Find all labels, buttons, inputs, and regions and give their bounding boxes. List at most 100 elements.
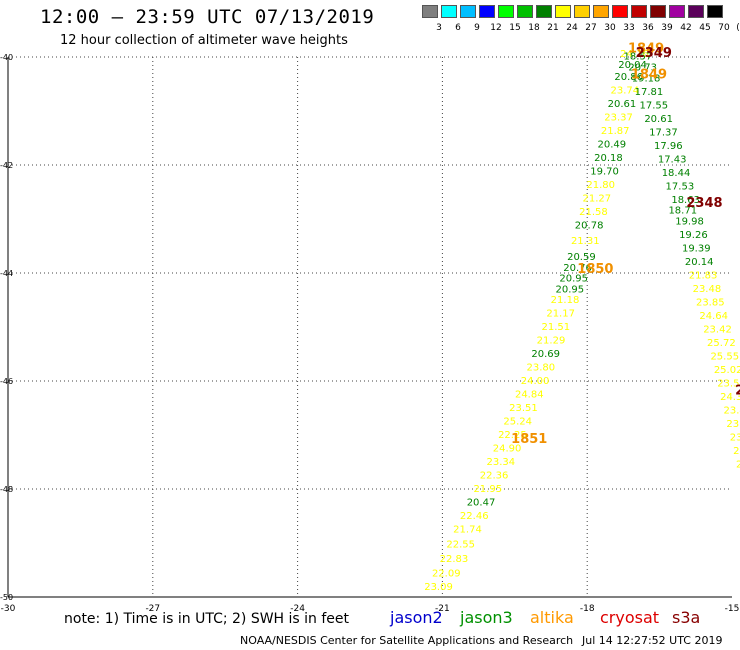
- wave-height-value: 20.78: [575, 221, 604, 232]
- track-time-label: 1849: [631, 68, 667, 83]
- scale-label: 36: [642, 23, 654, 33]
- wave-height-value: 21.17: [546, 309, 575, 320]
- wave-height-value: 24.34: [720, 392, 740, 403]
- lon-tick-label: -24: [290, 604, 305, 614]
- wave-height-value: 19.39: [682, 243, 711, 254]
- wave-height-value: 20.61: [644, 114, 673, 125]
- scale-swatch: [498, 5, 514, 18]
- wave-height-value: 18.71: [668, 206, 697, 217]
- wave-height-value: 20.47: [467, 498, 496, 509]
- scale-label: 24: [566, 23, 578, 33]
- track-time-label: 2348: [686, 196, 722, 211]
- wave-height-value: 23.87: [726, 419, 740, 430]
- wave-height-value: 24.00: [521, 376, 550, 387]
- scale-label: 45: [699, 23, 711, 33]
- map-subtitle: 12 hour collection of altimeter wave hei…: [60, 33, 348, 48]
- wave-height-value: 23.85: [696, 297, 725, 308]
- wave-height-value: 22.46: [460, 511, 489, 522]
- wave-height-value: 21.31: [571, 236, 600, 247]
- wave-height-value: 21.58: [579, 207, 608, 218]
- wave-height-value: 22.36: [480, 471, 509, 482]
- lat-tick-label: -48: [0, 485, 13, 494]
- wave-height-value: 22.09: [432, 568, 461, 579]
- wave-height-value: 23.34: [486, 457, 515, 468]
- scale-label: 70: [718, 23, 730, 33]
- wave-height-value: 25.24: [503, 417, 532, 428]
- wave-height-value: 21.95: [473, 484, 502, 495]
- wave-height-value: 20.95: [556, 284, 585, 295]
- wave-height-value: 25.55: [710, 351, 739, 362]
- wave-height-value: 24.16: [620, 49, 649, 60]
- scale-swatch: [422, 5, 438, 18]
- wave-height-value: 21.80: [586, 180, 615, 191]
- scale-label: 12: [490, 23, 502, 33]
- wave-height-value: 20.95: [559, 274, 588, 285]
- scale-swatch: [517, 5, 533, 18]
- wave-height-value: 21.83: [689, 270, 718, 281]
- wave-height-value: 22.83: [440, 554, 469, 565]
- scale-label: 30: [604, 23, 616, 33]
- lat-tick-label: -46: [0, 377, 13, 386]
- lon-tick-label: -30: [1, 604, 16, 614]
- lat-tick-label: -50: [0, 593, 13, 602]
- scale-swatch: [612, 5, 628, 18]
- wave-height-value: 20.86: [614, 72, 643, 83]
- wave-height-value: 20.14: [685, 257, 714, 268]
- scale-swatch: [631, 5, 647, 18]
- wave-height-value: 20.61: [608, 99, 637, 110]
- wave-height-value: 20.69: [531, 349, 560, 360]
- track-time-label: 2347: [735, 384, 740, 399]
- scale-label: (ft): [736, 23, 740, 33]
- wave-height-value: 23.42: [703, 324, 732, 335]
- track-time-label: 1851: [511, 432, 547, 447]
- scale-swatch: [536, 5, 552, 18]
- scale-swatch: [574, 5, 590, 18]
- scale-label: 9: [474, 23, 480, 33]
- wave-height-value: 17.43: [658, 154, 687, 165]
- wave-height-value: 23.54: [717, 378, 740, 389]
- wave-height-value: 17.55: [639, 100, 668, 111]
- wave-height-value: 23.06: [733, 446, 740, 457]
- scale-swatch: [555, 5, 571, 18]
- wave-height-value: 22.55: [446, 539, 475, 550]
- wave-height-value: 23.09: [424, 582, 453, 593]
- scale-swatch: [460, 5, 476, 18]
- wave-height-value: 23.46: [723, 405, 740, 416]
- footer-note: note: 1) Time is in UTC; 2) SWH is in fe…: [64, 611, 350, 627]
- wave-height-value: 23.37: [604, 113, 633, 124]
- wave-height-value: 18.57: [624, 52, 653, 63]
- satellite-jason2: jason2: [390, 608, 443, 627]
- scale-swatch: [593, 5, 609, 18]
- wave-height-value: 24.64: [699, 311, 728, 322]
- wave-height-value: 21.93: [736, 459, 740, 470]
- track-time-label: 1850: [577, 262, 613, 277]
- wave-height-value: 23.74: [611, 86, 640, 97]
- satellite-jason3: jason3: [460, 608, 513, 627]
- satellite-altika: altika: [530, 608, 574, 627]
- wave-height-value: 17.96: [654, 141, 683, 152]
- wave-height-value: 21.74: [453, 525, 482, 536]
- wave-height-value: 25.02: [714, 365, 740, 376]
- generated-timestamp: Jul 14 12:27:52 UTC 2019: [582, 634, 723, 647]
- wave-height-value: 21.87: [601, 126, 630, 137]
- wave-height-value: 17.37: [649, 127, 678, 138]
- wave-height-value: 23.48: [693, 284, 722, 295]
- wave-height-value: 25.72: [707, 338, 736, 349]
- credit-line: NOAA/NESDIS Center for Satellite Applica…: [240, 634, 574, 647]
- lon-tick-label: -27: [145, 604, 160, 614]
- wave-height-value: 19.18: [632, 73, 661, 84]
- scale-swatch: [688, 5, 704, 18]
- wave-height-value: 20.18: [594, 153, 623, 164]
- scale-swatch: [650, 5, 666, 18]
- lat-tick-label: -40: [0, 53, 13, 62]
- wave-height-value: 19.98: [675, 216, 704, 227]
- lat-tick-label: -42: [0, 161, 13, 170]
- scale-swatch: [479, 5, 495, 18]
- wave-height-value: 22.25: [498, 430, 527, 441]
- map-title: 12:00 — 23:59 UTC 07/13/2019: [40, 6, 375, 28]
- satellite-s3a: s3a: [672, 608, 701, 627]
- wave-height-value: 21.51: [542, 322, 571, 333]
- wave-height-value: 20.04: [618, 60, 647, 71]
- wave-height-value: 24.90: [493, 444, 522, 455]
